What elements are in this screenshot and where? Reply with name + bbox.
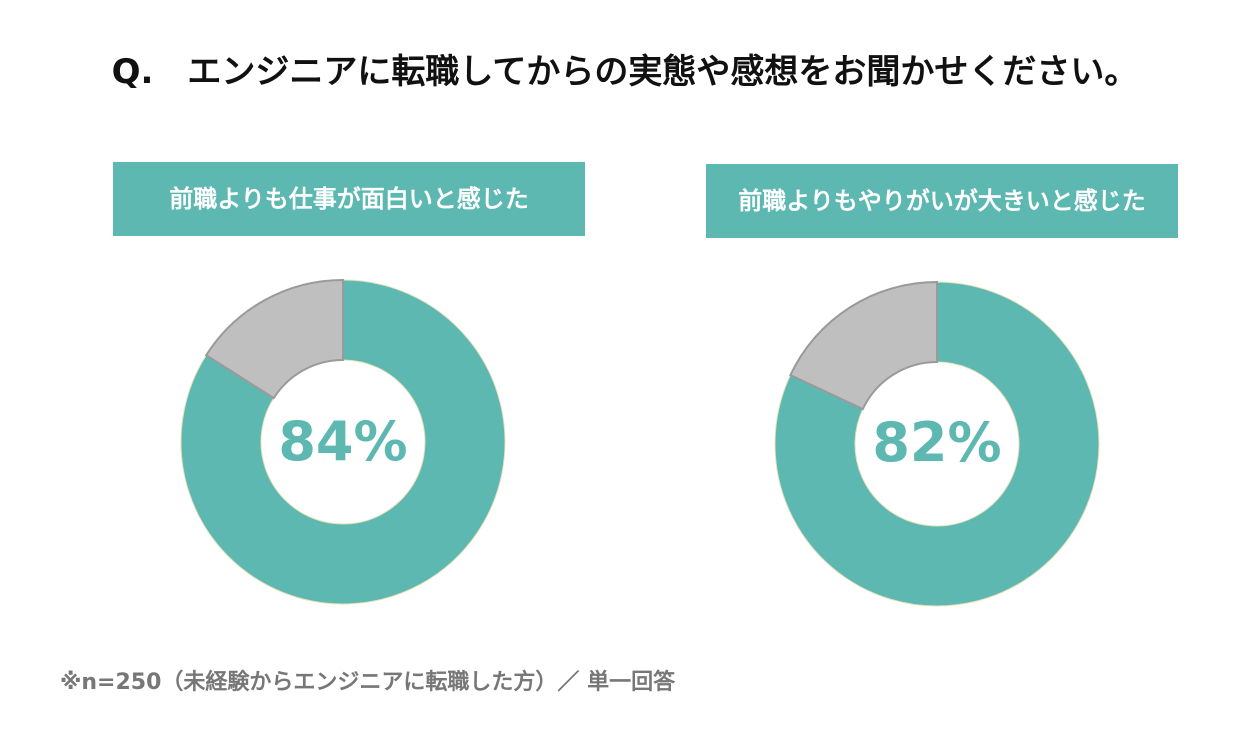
chart-1-slice-main — [180, 279, 506, 605]
chart-2-center-label: 82% — [872, 411, 1001, 474]
footnote: ※n=250（未経験からエンジニアに転職した方）／ 単一回答 — [60, 670, 676, 695]
chart-1-donut — [180, 278, 506, 605]
chart-1-title-box — [113, 162, 585, 236]
chart-2-slice-remainder — [789, 280, 938, 411]
donut-chart-1: 前職よりも仕事が面白いと感じた 84% — [113, 162, 585, 605]
donut-chart-2: 前職よりもやりがいが大きいと感じた 82% — [706, 164, 1178, 607]
chart-2-title: 前職よりもやりがいが大きいと感じた — [738, 187, 1146, 215]
chart-2-slice-main — [774, 281, 1100, 607]
chart-1-center-label: 84% — [278, 410, 407, 473]
question-title: Q. エンジニアに転職してからの実態や感想をお聞かせください。 — [111, 52, 1139, 92]
chart-2-donut — [774, 280, 1100, 607]
chart-1-title: 前職よりも仕事が面白いと感じた — [169, 185, 529, 213]
chart-1-slice-remainder — [204, 278, 344, 400]
chart-2-title-box — [706, 164, 1178, 238]
